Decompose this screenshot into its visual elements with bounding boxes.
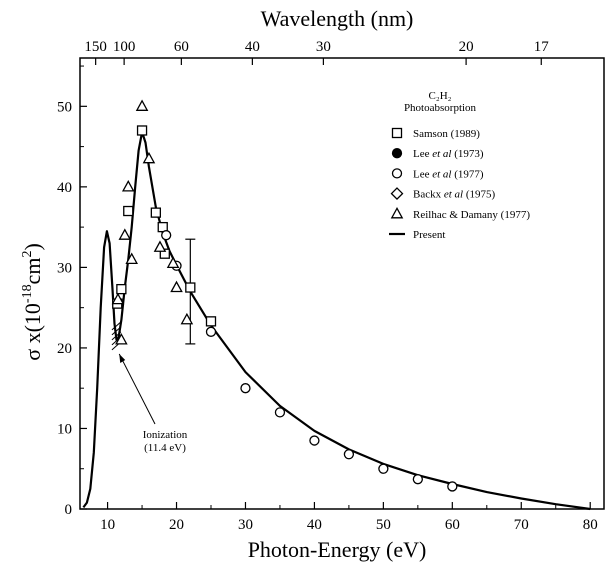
ionization-hatch [111,326,122,336]
data-point-triangle [180,312,194,325]
legend-marker-lee77 [391,168,403,179]
data-point-square [116,283,127,295]
ionization-label: Ionization [143,429,188,441]
data-point-circle [161,230,172,241]
data-point-triangle [166,256,180,269]
ionization-value: (11.4 eV) [144,442,186,454]
data-point-triangle [125,252,139,264]
x-tick-label: 30 [238,517,253,533]
data-point-triangle [118,228,132,240]
top-tick-label: 100 [113,39,136,55]
top-tick-label: 17 [534,39,550,55]
top-tick-label: 150 [84,39,107,55]
x-tick-label: 70 [514,517,529,533]
data-point-triangle [111,292,125,305]
legend-subtitle: Photoabsorption [404,102,477,114]
ionization-arrow [118,353,156,425]
data-point-triangle [170,280,183,293]
data-point-square [159,248,170,259]
legend-label-backx: Backx et al (1975) [413,189,496,201]
ionization-hatch [111,321,122,331]
data-point-circle [240,383,251,394]
y-tick-label: 20 [57,341,72,357]
legend-label-samson: Samson (1989) [413,128,480,140]
legend-label-lee73: Lee et al (1973) [413,148,484,160]
y-tick-label: 30 [57,260,72,276]
data-point-circle [274,407,286,418]
data-point-circle [205,326,217,337]
ionization-hatch [111,331,122,341]
data-point-triangle [142,151,156,164]
data-point-triangle [121,180,135,192]
data-point-square [185,282,196,293]
top-tick-label: 20 [459,39,474,55]
x-tick-label: 80 [583,517,598,533]
data-point-square [136,125,148,136]
y-tick-label: 0 [65,502,73,518]
y-tick-label: 40 [57,180,72,196]
data-point-square [150,207,161,218]
x-tick-label: 60 [445,517,460,533]
y-axis-title: σ x(10-18cm2) [20,243,45,361]
ionization-arrowhead [119,353,126,363]
data-point-circle [447,481,458,492]
data-point-circle [412,474,423,485]
data-point-circle [343,449,355,460]
legend-label-present: Present [413,229,445,241]
data-point-triangle [135,99,149,111]
legend-marker-samson [391,127,403,139]
top-tick-label: 60 [174,39,189,55]
data-point-square [123,205,134,217]
legend-label-reilhac: Reilhac & Damany (1977) [413,209,530,221]
legend-label-lee77: Lee et al (1977) [413,168,484,180]
plot-frame [79,57,605,510]
x-tick-label: 10 [100,517,115,533]
data-point-triangle [115,333,128,345]
legend-marker-lee73 [391,148,403,159]
data-point-circle [309,435,320,446]
y-tick-label: 10 [57,421,72,437]
x-tick-label: 20 [169,517,184,533]
x-axis-title: Photon-Energy (eV) [248,537,427,562]
top-tick-label: 40 [245,39,260,55]
data-point-circle [378,463,389,474]
legend-marker-reilhac [390,206,404,219]
legend-marker-backx [390,187,404,201]
top-axis-title: Wavelength (nm) [261,6,414,31]
x-tick-label: 50 [376,517,391,533]
legend-title: C₂H₂ [429,90,452,102]
y-tick-label: 50 [57,99,72,115]
data-point-triangle [153,240,167,252]
x-tick-label: 40 [307,517,322,533]
data-point-square [205,316,217,327]
top-tick-label: 30 [316,39,331,55]
